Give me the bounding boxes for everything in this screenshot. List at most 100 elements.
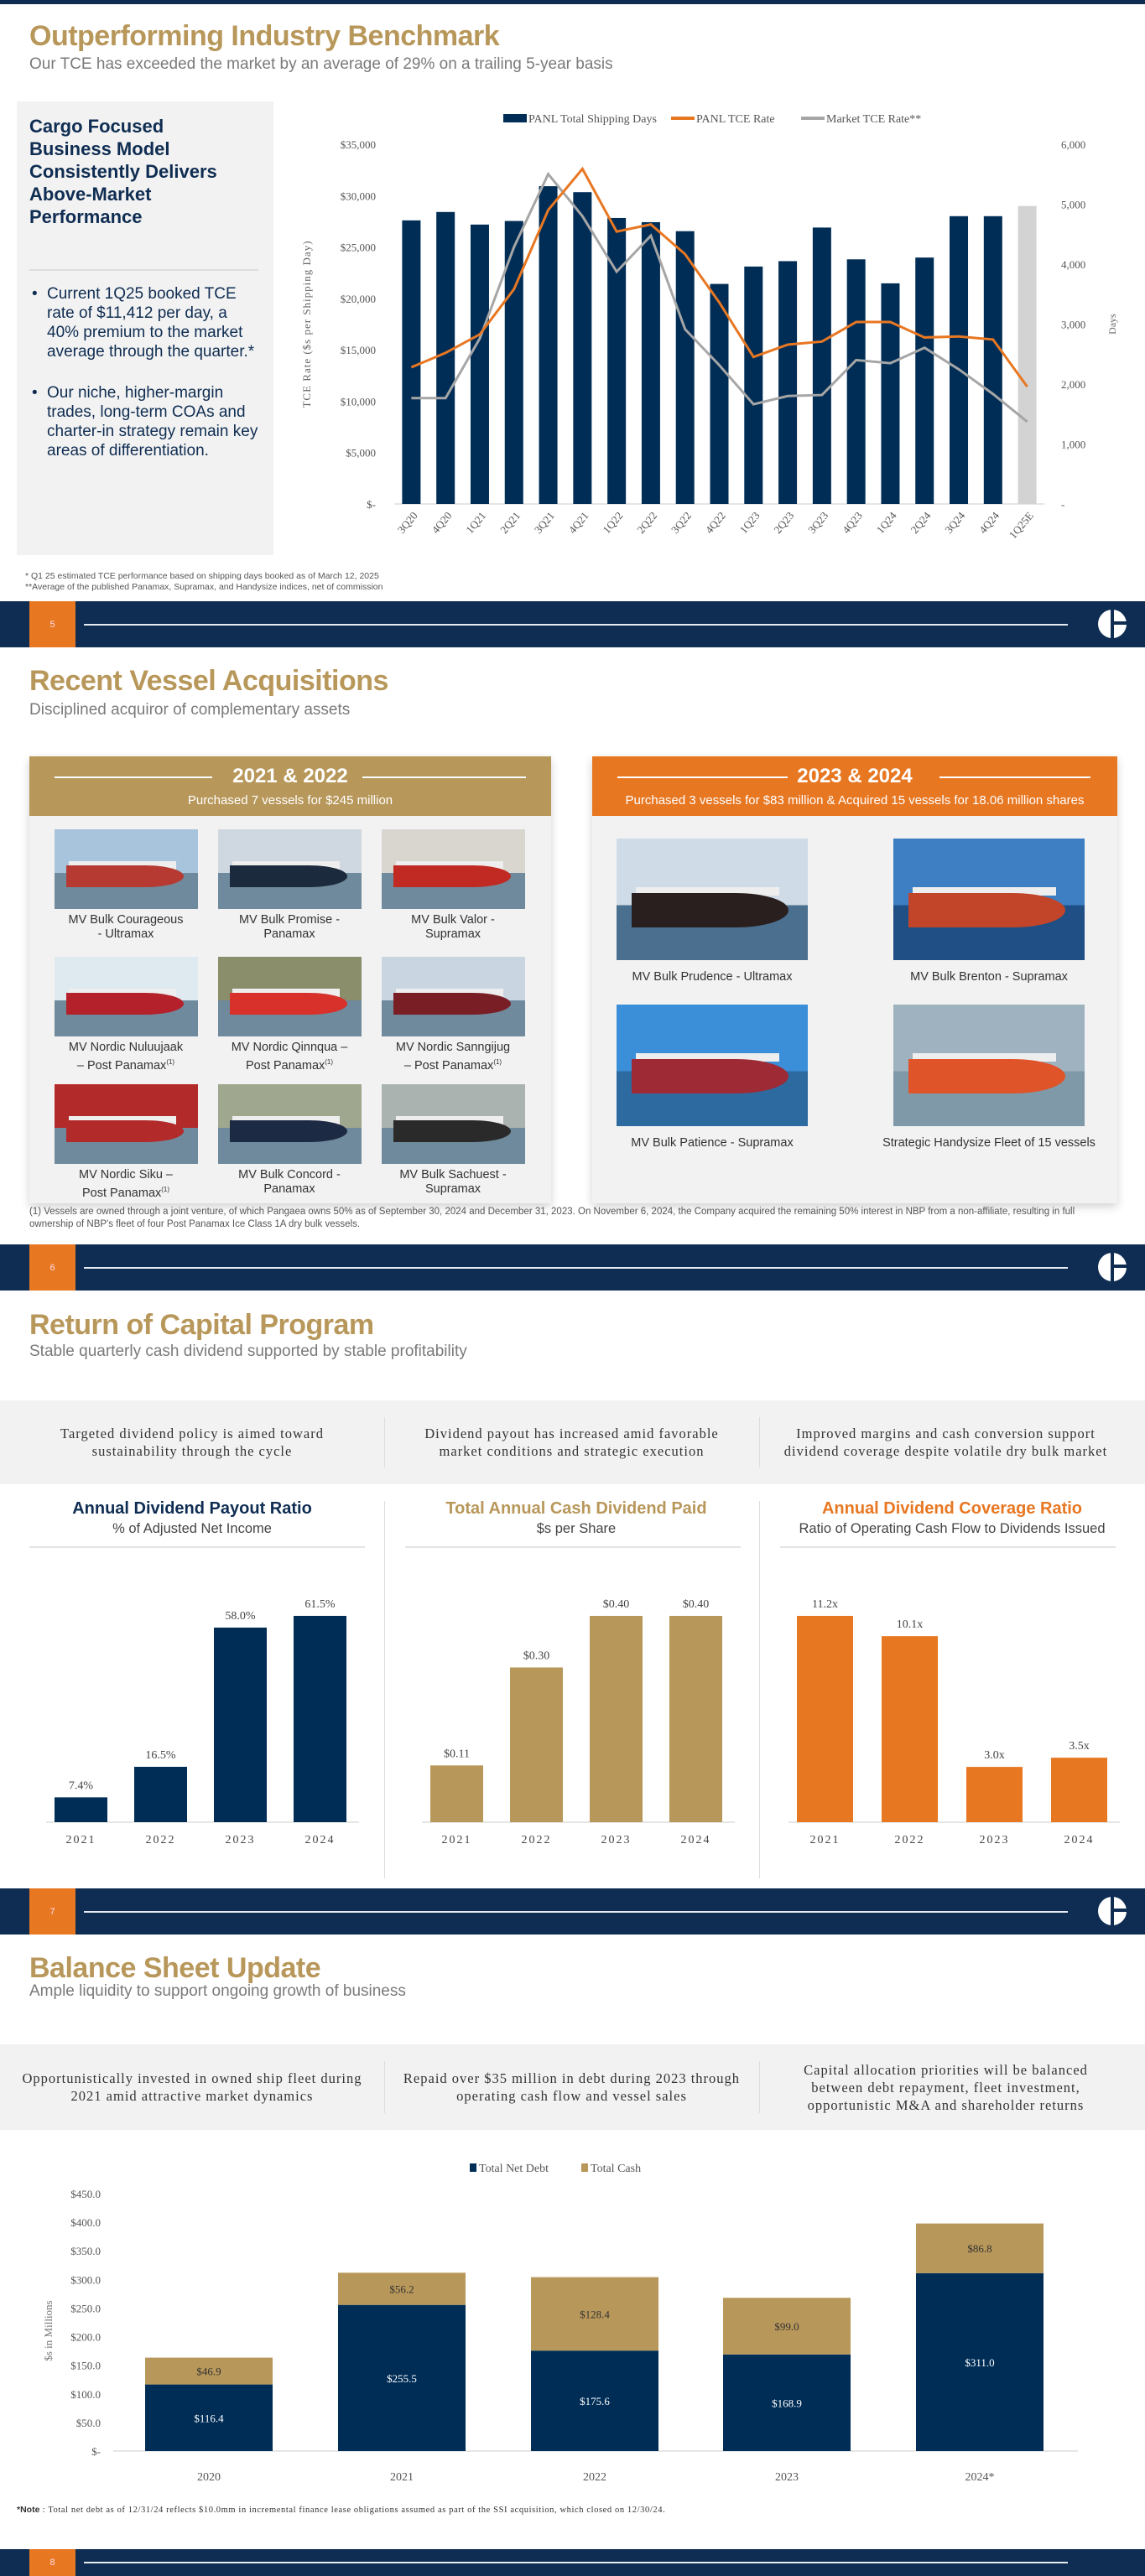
bar-net-debt (145, 2384, 273, 2451)
company-logo-icon (1098, 1253, 1127, 1281)
caption-line: MV Nordic Sanngijug (395, 1041, 511, 1054)
chart-subtitle: Ratio of Operating Cash Flow to Dividend… (799, 1521, 1106, 1536)
y2-tick-label: - (1061, 498, 1064, 511)
legend-label: PANL Total Shipping Days (528, 113, 657, 126)
x-tick-label: 2022 (522, 1834, 552, 1845)
page-number: 6 (29, 1244, 75, 1291)
x-tick-label: 3Q21 (532, 509, 557, 536)
bar-shipping-days (1017, 205, 1037, 504)
vessel-hull (908, 893, 1066, 927)
x-tick-label: 2021 (66, 1834, 96, 1845)
slide-footer: 7 (0, 1888, 1145, 1935)
x-tick-label: 3Q23 (805, 509, 830, 536)
legend-swatch (503, 114, 527, 122)
bar-shipping-days (846, 259, 866, 504)
x-tick-label: 2Q21 (497, 509, 523, 536)
caption-line: Post Panamax(1) (42, 1182, 210, 1201)
chart-title: Total Annual Cash Dividend Paid (445, 1499, 707, 1518)
bullet: Current 1Q25 booked TCE rate of $11,412 … (32, 284, 258, 361)
y2-tick-label: 6,000 (1061, 138, 1085, 151)
slide-title: Balance Sheet Update (29, 1952, 321, 1984)
x-tick-label: 2020 (197, 2471, 221, 2484)
vessel-hull (393, 865, 511, 888)
x-tick-label: 3Q24 (942, 509, 967, 536)
data-label: $0.40 (683, 1598, 710, 1611)
vessel-caption: MV Bulk Brenton - Supramax (910, 970, 1068, 984)
x-tick-label: 3Q22 (669, 509, 694, 536)
bar-shipping-days (470, 224, 489, 504)
x-tick-label: 1Q21 (463, 509, 488, 536)
y2-axis-title: Days (1106, 314, 1118, 335)
vessel-photo (617, 839, 808, 960)
x-tick-label: 2024 (305, 1834, 336, 1845)
vessel-deck (912, 1053, 1056, 1062)
divider (29, 1546, 365, 1548)
y2-tick-label: 1,000 (1061, 439, 1085, 451)
vessel-caption: Strategic Handysize Fleet of 15 vessels (882, 1136, 1096, 1150)
panel-heading: 2021 & 2022 (232, 765, 348, 787)
line-market-tce (411, 171, 1028, 423)
slide-subtitle: Ample liquidity to support ongoing growt… (29, 1982, 406, 2000)
vessel-hull (65, 1119, 184, 1143)
bar-shipping-days (881, 283, 900, 504)
y-tick-label: $450.0 (70, 2188, 101, 2200)
data-label: 16.5% (145, 1749, 176, 1762)
x-tick-label: 2023 (775, 2471, 799, 2484)
bar-shipping-days (607, 217, 627, 504)
bar (1051, 1758, 1107, 1822)
highlight-box: Cargo Focused Business Model Consistentl… (17, 101, 273, 555)
vessel-caption: MV Bulk Promise - Panamax (206, 913, 373, 942)
y2-tick-label: 2,000 (1061, 378, 1085, 391)
caption-line: Supramax (369, 927, 537, 942)
y-tick-label: $250.0 (70, 2302, 101, 2314)
footnote-ref: (1) (325, 1058, 334, 1066)
legend-swatch (470, 2163, 476, 2172)
caption-text: Supramax (424, 1182, 481, 1196)
y-tick-label: $150.0 (70, 2360, 101, 2372)
divider (84, 1911, 1068, 1913)
caption-text: Post Panamax (245, 1058, 325, 1072)
vessel-hull (393, 1119, 511, 1143)
bar (590, 1616, 643, 1822)
y-tick-label: $10,000 (341, 395, 376, 408)
caption-line: Panamax (206, 927, 373, 942)
slide-footer: 8 (0, 2549, 1145, 2576)
company-logo-icon (1098, 610, 1127, 638)
divider (84, 2562, 1068, 2563)
bar-shipping-days (539, 186, 558, 505)
summary-text: Dividend payout has increased amid favor… (424, 1426, 719, 1459)
y2-tick-label: 3,000 (1061, 319, 1085, 331)
divider (384, 1417, 385, 1467)
divider (759, 2061, 760, 2113)
vessel-caption: MV Bulk Valor - Supramax (369, 913, 537, 942)
data-label: $128.4 (580, 2308, 610, 2320)
x-tick-label: 2Q22 (634, 509, 659, 536)
caption-line: – Post Panamax(1) (42, 1055, 210, 1073)
y-tick-label: $350.0 (70, 2245, 101, 2257)
bar (214, 1628, 267, 1822)
bar-total-cash (723, 2298, 851, 2355)
vessel-photo (893, 839, 1085, 960)
note: *Note : Total net debt as of 12/31/24 re… (17, 2505, 665, 2515)
caption-line: MV Nordic Siku – (78, 1168, 173, 1182)
bar (966, 1767, 1023, 1822)
y-tick-label: $30,000 (341, 190, 376, 202)
vessel-caption: MV Nordic Siku – Post Panamax(1) (42, 1168, 210, 1201)
data-label: 7.4% (69, 1779, 94, 1792)
legend-label: PANL TCE Rate (696, 113, 775, 126)
vessel-deck (635, 1053, 779, 1062)
legend-label: Total Net Debt (479, 2163, 549, 2175)
footnote: **Average of the published Panamax, Supr… (25, 582, 383, 592)
data-label: 10.1x (897, 1618, 924, 1631)
bar-shipping-days (744, 266, 763, 504)
vessel-photo (382, 1084, 525, 1164)
y-tick-label: $400.0 (70, 2216, 101, 2229)
bar (797, 1616, 853, 1822)
bar-net-debt (531, 2350, 658, 2451)
line-panl-tce (410, 166, 1028, 388)
caption-text: Post Panamax (81, 1186, 162, 1200)
vessel-photo (218, 829, 362, 909)
caption-text: Panamax (263, 1182, 315, 1196)
divider (405, 1546, 741, 1548)
x-tick-label: 1Q22 (600, 509, 625, 536)
